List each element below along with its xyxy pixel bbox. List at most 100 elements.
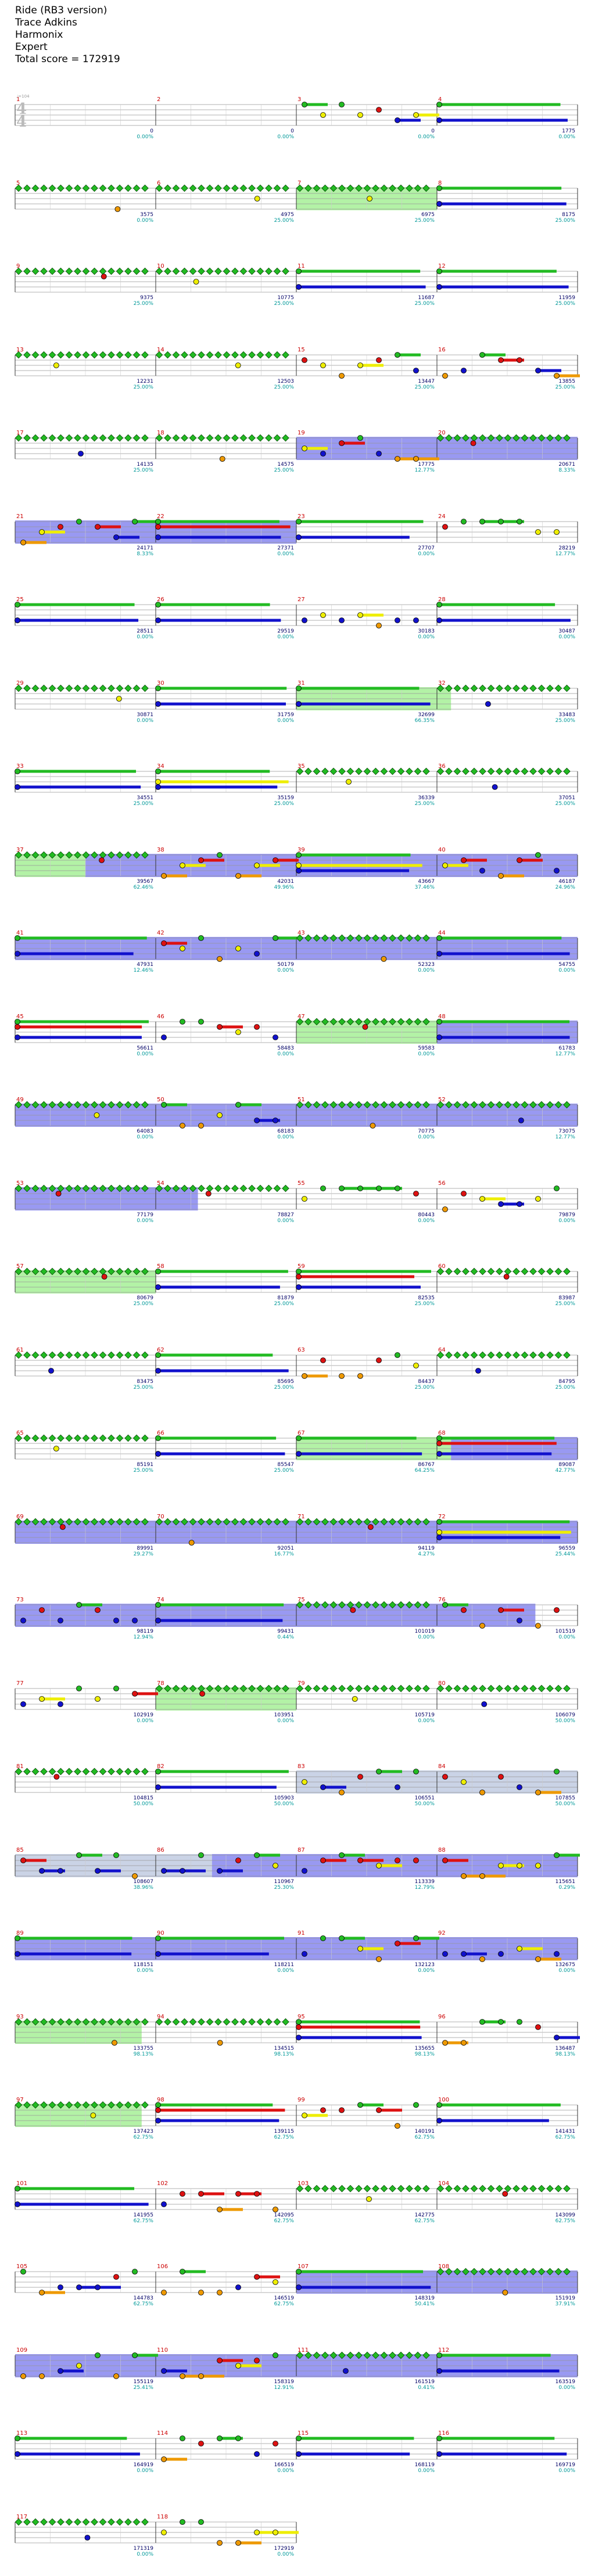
green-gem bbox=[414, 934, 422, 942]
green-gem bbox=[563, 1101, 571, 1109]
green-gem bbox=[436, 767, 445, 775]
note-gem bbox=[381, 956, 387, 962]
green-gem bbox=[223, 434, 231, 442]
measure-row: 45 56611 0.00% 46 58483 0.00% 47 59583 0.00% 48 61… bbox=[15, 1014, 578, 1068]
measure-number: 68 bbox=[438, 1430, 446, 1436]
green-gem bbox=[172, 351, 180, 359]
green-gem bbox=[23, 684, 31, 692]
measure-row-svg: 891181510.00%901182110.00%911321230.00%9… bbox=[15, 1930, 578, 1974]
green-gem bbox=[239, 2018, 248, 2026]
note-gem bbox=[53, 362, 59, 368]
green-gem bbox=[181, 1684, 188, 1693]
note-gem bbox=[357, 612, 363, 618]
green-gem bbox=[15, 434, 23, 442]
green-gem bbox=[116, 434, 124, 442]
overdrive-percent: 50.00% bbox=[555, 1718, 576, 1724]
measure-score: 37051 bbox=[558, 795, 575, 801]
green-gem bbox=[214, 351, 222, 359]
green-gem bbox=[124, 1434, 132, 1442]
song-artist: Trace Adkins bbox=[15, 17, 77, 28]
measure-score: 146519 bbox=[274, 2295, 295, 2301]
green-gem bbox=[273, 1184, 281, 1192]
green-gem bbox=[422, 2351, 430, 2359]
note-gem bbox=[461, 368, 467, 373]
overdrive-percent: 0.00% bbox=[418, 1134, 435, 1140]
measure-number: 98 bbox=[157, 2097, 164, 2103]
measure-score: 58483 bbox=[277, 1046, 294, 1051]
green-gem bbox=[436, 1101, 445, 1109]
note-gem bbox=[132, 519, 138, 524]
measure-score: 24171 bbox=[137, 545, 153, 551]
note-gem bbox=[436, 935, 442, 941]
green-gem bbox=[164, 351, 171, 359]
note-gem bbox=[479, 868, 485, 874]
measure-score: 33483 bbox=[558, 712, 575, 718]
green-gem bbox=[124, 351, 132, 359]
green-gem bbox=[537, 1267, 546, 1276]
overdrive-percent: 62.75% bbox=[415, 2135, 435, 2140]
green-gem bbox=[397, 2185, 405, 2193]
note-gem bbox=[20, 1858, 26, 1863]
note-gem bbox=[470, 440, 476, 446]
measure-row-svg: 29308710.00%30317590.00%313269966.35%323… bbox=[15, 680, 578, 724]
green-gem bbox=[164, 2018, 171, 2026]
measure-row-svg: 414793112.46%42501790.00%43523230.00%445… bbox=[15, 930, 578, 973]
note-gem bbox=[395, 456, 400, 462]
note-gem bbox=[254, 1118, 260, 1123]
measure-row: 13 12231 25.00% 14 12503 25.00% 15 13447 25.00% 1… bbox=[15, 347, 580, 401]
green-gem bbox=[107, 267, 115, 275]
green-gem bbox=[329, 2185, 338, 2193]
measure-row: 9 9375 25.00% 10 10775 25.00% 11 11687 25.00% 12 1… bbox=[15, 263, 578, 318]
note-gem bbox=[502, 2290, 508, 2295]
green-gem bbox=[554, 684, 562, 692]
measure-number: 46 bbox=[157, 1014, 164, 1020]
note-gem bbox=[376, 107, 382, 113]
note-gem bbox=[53, 1446, 59, 1452]
overdrive-percent: 4.27% bbox=[418, 1551, 435, 1557]
green-gem bbox=[414, 1601, 422, 1609]
measure-number: 41 bbox=[16, 930, 24, 936]
green-gem bbox=[346, 2351, 354, 2359]
measure-score: 30487 bbox=[558, 628, 575, 634]
green-gem bbox=[282, 1684, 289, 1693]
green-gem bbox=[321, 1684, 329, 1693]
green-gem bbox=[239, 351, 248, 359]
green-gem bbox=[529, 1684, 537, 1693]
green-gem bbox=[479, 434, 486, 442]
note-gem bbox=[180, 2373, 185, 2379]
green-gem bbox=[372, 1684, 379, 1693]
green-gem bbox=[40, 434, 48, 442]
green-gem bbox=[397, 1018, 405, 1026]
green-gem bbox=[372, 2185, 379, 2193]
green-gem bbox=[363, 184, 371, 192]
green-gem bbox=[462, 1267, 469, 1276]
overdrive-percent: 62.75% bbox=[415, 2218, 435, 2224]
green-gem bbox=[397, 1601, 405, 1609]
green-gem bbox=[181, 267, 188, 275]
note-gem bbox=[296, 1274, 302, 1280]
note-gem bbox=[320, 362, 326, 368]
measure-number: 85 bbox=[16, 1847, 24, 1853]
note-gem bbox=[217, 1024, 223, 1030]
green-gem bbox=[214, 1684, 222, 1693]
note-gem bbox=[180, 2435, 185, 2441]
green-gem bbox=[91, 1767, 98, 1776]
green-gem bbox=[296, 1684, 304, 1693]
measure-number: 44 bbox=[438, 930, 446, 936]
measure-score: 79879 bbox=[558, 1212, 575, 1218]
note-gem bbox=[503, 1274, 510, 1280]
overdrive-percent: 25.00% bbox=[555, 301, 576, 307]
note-gem bbox=[95, 1607, 101, 1613]
green-gem bbox=[487, 1684, 495, 1693]
measure-row-svg: 49640830.00%50681830.00%51707750.00%5273… bbox=[15, 1097, 578, 1140]
note-gem bbox=[302, 102, 307, 107]
green-gem bbox=[445, 1684, 453, 1693]
note-gem bbox=[273, 1034, 278, 1040]
measure-row-svg: 618347525.00%628569525.00%638443725.00%6… bbox=[15, 1347, 578, 1391]
green-gem bbox=[546, 1351, 554, 1359]
green-gem bbox=[31, 434, 40, 442]
green-gem bbox=[239, 1518, 248, 1526]
note-gem bbox=[535, 1623, 541, 1629]
note-gem bbox=[517, 1201, 522, 1207]
green-gem bbox=[198, 2018, 205, 2026]
